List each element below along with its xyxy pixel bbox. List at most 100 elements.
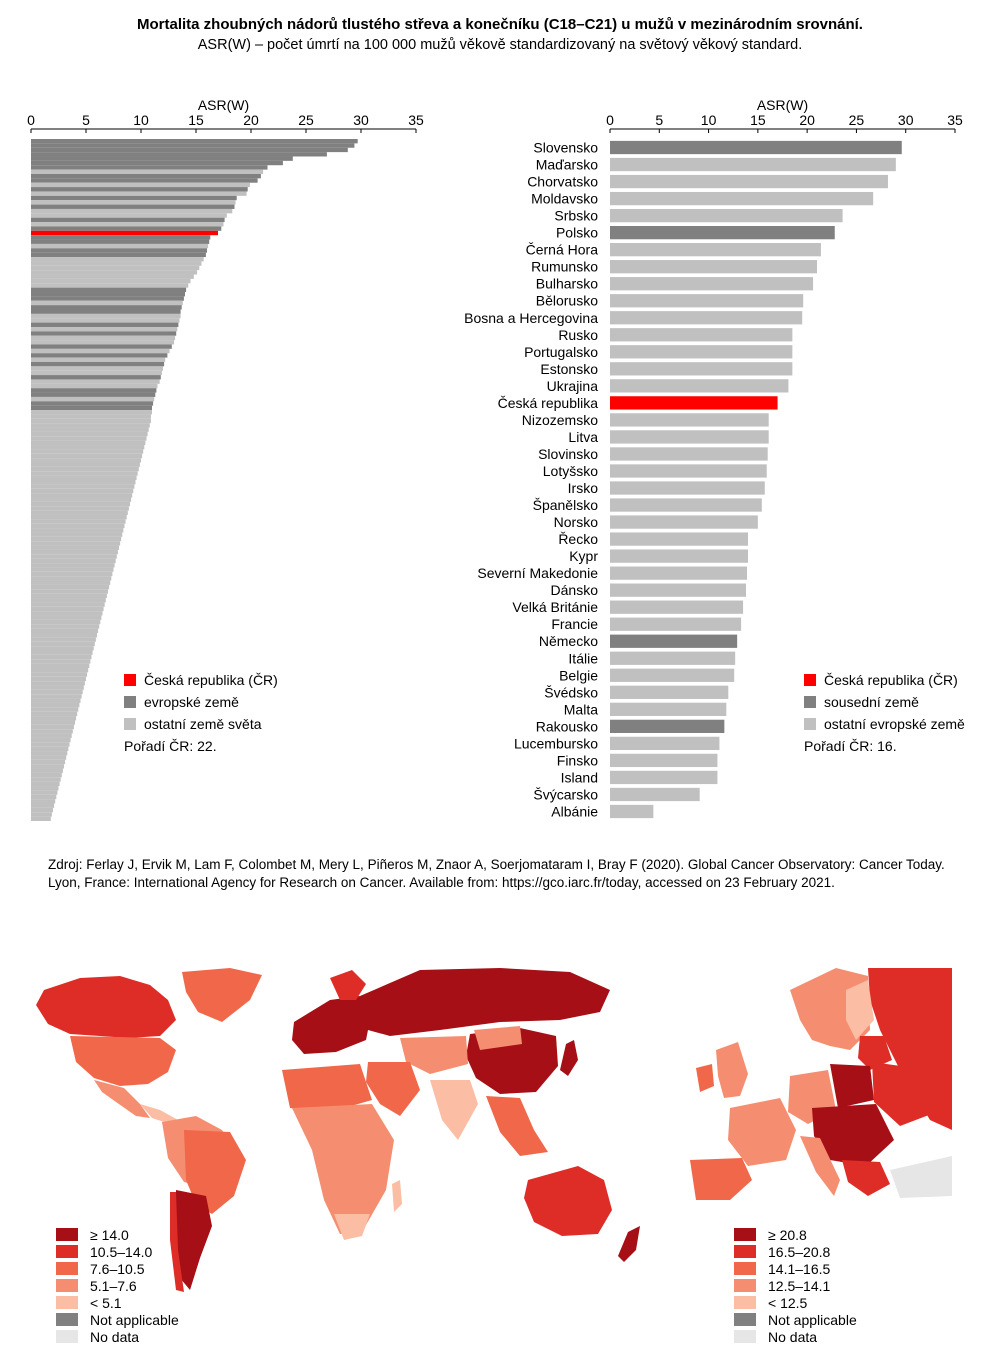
map-usa	[70, 1036, 176, 1086]
map-legend-label: ≥ 20.8	[768, 1226, 807, 1243]
bar	[31, 217, 225, 223]
category-label: Česká republika	[498, 395, 599, 411]
bar	[31, 781, 60, 787]
bar	[610, 651, 736, 665]
category-label: Albánie	[551, 803, 598, 819]
bar	[31, 322, 179, 327]
bar	[31, 777, 61, 782]
bar	[610, 157, 896, 172]
bar	[31, 471, 138, 476]
map-legend-swatch	[734, 1228, 756, 1241]
map-central-america	[140, 1104, 178, 1124]
bar	[31, 541, 121, 546]
bar	[31, 593, 107, 599]
bar	[610, 770, 718, 785]
bar	[31, 466, 139, 472]
bar	[610, 481, 765, 495]
bar	[610, 260, 817, 274]
bar	[31, 650, 93, 655]
map-legend-label: < 12.5	[768, 1294, 808, 1311]
bar	[31, 396, 155, 402]
bar	[31, 431, 148, 437]
bar	[31, 445, 145, 450]
category-label: Ukrajina	[547, 378, 599, 394]
x-tick-label: 10	[133, 112, 149, 128]
legend-label: Česká republika (ČR)	[824, 672, 958, 688]
bar	[610, 174, 888, 189]
map-legend-swatch	[734, 1262, 756, 1275]
bar	[31, 344, 172, 349]
bar	[31, 488, 134, 494]
figure-subtitle: ASR(W) – počet úmrtí na 100 000 mužů věk…	[197, 37, 803, 53]
x-tick-label: 15	[750, 112, 766, 128]
bar	[31, 576, 112, 581]
bar	[610, 549, 748, 563]
bar	[31, 628, 99, 634]
legend-swatch-other	[804, 718, 816, 730]
category-label: Norsko	[554, 514, 599, 530]
bar	[31, 624, 100, 629]
x-tick-label: 30	[353, 112, 369, 128]
bar	[31, 427, 149, 432]
bar	[610, 140, 902, 155]
bar	[31, 567, 114, 572]
bar	[610, 430, 769, 444]
category-label: Velká Británie	[512, 599, 598, 615]
map-legend-swatch	[734, 1245, 756, 1258]
bar	[610, 464, 767, 478]
map-new-zealand	[618, 1226, 640, 1262]
map-russia	[360, 968, 610, 1036]
bar	[31, 187, 248, 192]
map-legend-swatch	[56, 1313, 78, 1326]
bar	[31, 654, 92, 660]
bar	[31, 716, 77, 721]
bar	[610, 617, 742, 631]
bar	[610, 413, 769, 427]
bar	[31, 528, 124, 533]
bar	[610, 719, 725, 734]
bar	[31, 672, 88, 677]
map-eu-balkans	[842, 1160, 890, 1196]
bar	[610, 685, 729, 699]
map-legend-swatch	[56, 1279, 78, 1292]
bar	[31, 257, 204, 262]
bar	[31, 296, 184, 301]
bar	[31, 292, 185, 297]
map-legend-item: Not applicable	[734, 1311, 857, 1328]
bar	[31, 497, 132, 502]
bar	[31, 375, 161, 380]
bar	[31, 549, 118, 555]
map-legend-item: < 5.1	[56, 1294, 179, 1311]
bar	[31, 720, 75, 725]
bar	[31, 156, 293, 161]
bar	[610, 787, 700, 802]
bar	[31, 458, 141, 463]
bar	[31, 270, 198, 275]
bar	[31, 274, 194, 279]
map-canada	[36, 976, 176, 1038]
legend-item-other: ostatní evropské země	[804, 713, 965, 735]
figure-title: Mortalita zhoubných nádorů tlustého stře…	[137, 16, 863, 33]
bar	[31, 379, 160, 384]
map-north-africa	[282, 1064, 372, 1112]
bar	[31, 313, 181, 319]
legend-swatch-neighbours	[804, 696, 816, 708]
bar	[31, 414, 151, 419]
category-label: Belgie	[559, 667, 598, 683]
bar	[31, 790, 58, 795]
map-legend-item: 16.5–20.8	[734, 1243, 857, 1260]
legend-item-neighbours: sousední země	[804, 691, 965, 713]
bar	[610, 634, 738, 648]
bar	[31, 366, 163, 371]
map-eu-poland	[830, 1064, 874, 1108]
bar	[31, 816, 51, 821]
map-africa-central	[292, 1104, 394, 1234]
category-label: Severní Makedonie	[477, 565, 598, 581]
map-legend-item: Not applicable	[56, 1311, 179, 1328]
bar	[31, 353, 168, 358]
map-chile	[170, 1192, 184, 1292]
bar	[31, 493, 133, 498]
category-label: Řecko	[558, 531, 598, 547]
bar	[31, 305, 182, 310]
